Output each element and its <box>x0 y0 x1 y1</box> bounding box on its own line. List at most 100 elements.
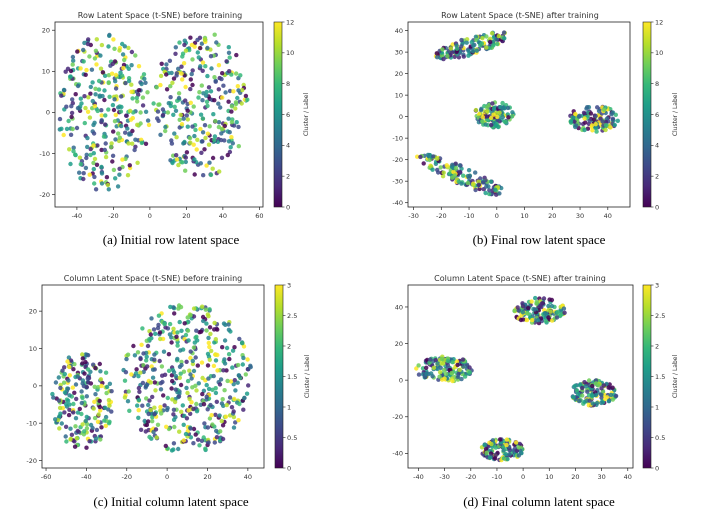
colorbar-gradient <box>274 284 284 469</box>
data-point <box>227 69 232 74</box>
data-point <box>201 318 206 324</box>
data-point <box>203 63 208 69</box>
colorbar-tick-label: 10 <box>286 49 294 57</box>
data-point <box>205 407 210 412</box>
data-point <box>204 321 209 326</box>
data-point <box>74 125 80 131</box>
data-point <box>145 118 151 123</box>
data-point <box>179 64 184 69</box>
data-point <box>164 424 169 429</box>
data-point <box>191 314 197 319</box>
data-point <box>212 98 217 103</box>
data-point <box>156 118 161 124</box>
data-point <box>580 393 585 398</box>
data-point <box>94 62 99 67</box>
data-point <box>118 70 123 75</box>
data-point <box>172 424 177 430</box>
data-point <box>87 115 93 120</box>
x-tick-label: 30 <box>597 473 605 481</box>
x-tick-label: -40 <box>81 473 92 481</box>
data-point <box>219 127 225 132</box>
data-point <box>138 427 144 432</box>
data-point <box>163 443 168 449</box>
data-point <box>235 362 241 368</box>
data-point <box>176 66 181 72</box>
data-point <box>85 109 91 115</box>
data-point <box>84 414 90 420</box>
data-point <box>136 88 142 93</box>
data-point <box>63 402 69 407</box>
data-point <box>140 95 146 100</box>
data-point <box>236 418 241 423</box>
data-point <box>504 437 510 442</box>
data-point <box>51 395 56 400</box>
data-point <box>200 375 205 381</box>
data-point <box>180 51 186 56</box>
data-point <box>608 125 613 130</box>
data-point <box>525 311 530 316</box>
colorbar-tick-label: 4 <box>655 142 659 150</box>
data-point <box>459 44 464 49</box>
data-point <box>67 393 72 398</box>
data-point <box>222 361 228 366</box>
data-point <box>117 172 122 177</box>
chart-title: Column Latent Space (t-SNE) after traini… <box>434 274 606 283</box>
data-point <box>105 182 111 188</box>
data-point <box>587 398 592 403</box>
data-point <box>154 85 159 90</box>
data-point <box>165 395 170 401</box>
data-point <box>186 338 191 343</box>
data-point <box>189 42 195 48</box>
data-point <box>439 356 445 362</box>
data-point <box>489 122 494 128</box>
data-point <box>206 314 211 319</box>
data-point <box>90 98 96 104</box>
data-point <box>227 55 232 60</box>
chart-panel-4: Column Latent Space (t-SNE) after traini… <box>392 274 679 509</box>
data-point <box>85 376 91 381</box>
data-point <box>182 321 187 326</box>
data-point <box>86 380 91 385</box>
data-point <box>62 390 68 395</box>
data-point <box>170 397 175 402</box>
data-point <box>166 352 172 357</box>
data-point <box>181 438 186 443</box>
data-point <box>497 110 502 115</box>
data-point <box>583 120 588 125</box>
data-point <box>221 403 226 408</box>
data-point <box>179 122 185 127</box>
data-point <box>599 400 604 406</box>
data-point <box>226 99 231 104</box>
data-point <box>153 427 159 432</box>
x-tick-label: 20 <box>203 473 211 481</box>
data-point <box>79 411 84 417</box>
plot-frame <box>41 284 265 469</box>
data-point <box>131 343 136 349</box>
data-point <box>75 105 81 111</box>
data-point <box>70 62 75 67</box>
data-point <box>572 119 577 124</box>
x-tick-label: -20 <box>121 473 132 481</box>
colorbar-tick-label: 2 <box>655 342 659 350</box>
data-point <box>184 150 190 155</box>
data-point <box>178 348 183 353</box>
colorbar-tick-label: 0 <box>287 464 291 472</box>
data-point <box>220 436 226 442</box>
data-point <box>471 43 476 48</box>
data-point <box>150 367 156 372</box>
data-point <box>97 404 103 410</box>
data-point <box>190 361 196 367</box>
data-point <box>191 441 196 446</box>
data-point <box>110 159 115 164</box>
data-point <box>230 348 236 353</box>
data-point <box>146 419 151 424</box>
data-point <box>155 109 161 114</box>
data-point <box>231 89 236 94</box>
data-point <box>568 119 574 124</box>
data-point <box>125 352 131 357</box>
data-point <box>170 378 175 384</box>
data-point <box>205 131 211 136</box>
data-point <box>213 386 218 391</box>
data-point <box>176 162 181 168</box>
x-tick-label: 40 <box>604 212 612 220</box>
